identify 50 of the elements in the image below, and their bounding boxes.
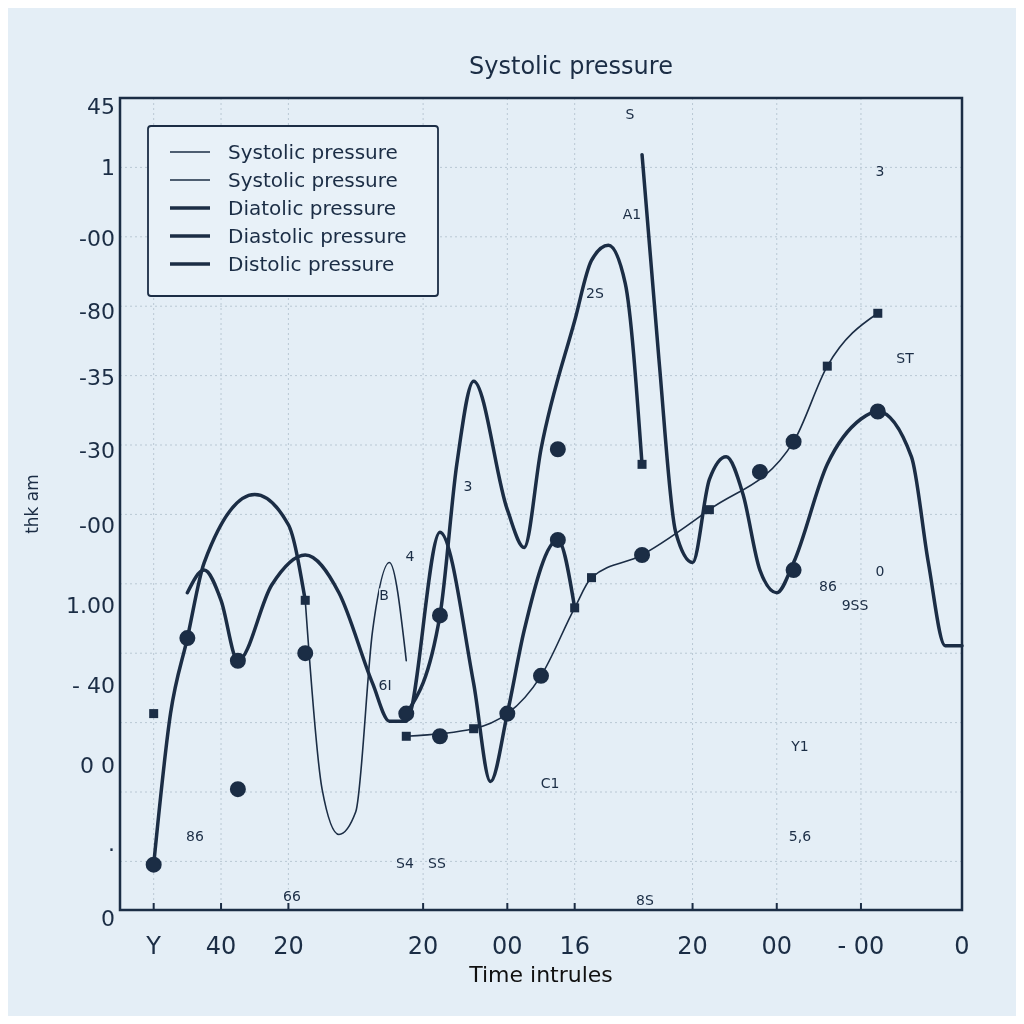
text: 0: [101, 905, 115, 931]
x-tick-label: 20: [677, 932, 708, 960]
annotation: 3: [463, 477, 473, 494]
text: .: [108, 830, 115, 856]
annotation: ST: [896, 349, 915, 366]
annotation: S4: [396, 854, 414, 871]
text: -30: [79, 437, 115, 463]
annotation: Y1: [790, 737, 809, 754]
x-tick-label: 40: [205, 932, 237, 960]
annotation: 8S: [636, 891, 655, 908]
x-tick-label: 00: [761, 932, 793, 960]
y-axis-title: thk am: [22, 474, 42, 534]
x-axis-title: Time intrules: [468, 962, 613, 987]
annotation: 86: [186, 827, 204, 844]
x-tick-label: 20: [407, 932, 439, 960]
text: -00: [79, 225, 115, 251]
text: 1: [101, 154, 115, 180]
x-tick-label: 0: [954, 932, 970, 960]
chart-title: Systolic pressure: [469, 52, 673, 80]
legend-label: Distolic pressure: [228, 252, 395, 276]
annotation: 4: [405, 547, 415, 564]
legend-label: Systolic pressure: [228, 168, 398, 192]
text: 45: [87, 93, 115, 119]
annotation: C1: [540, 774, 560, 791]
x-tick-label: 20: [273, 932, 304, 960]
legend-label: Diastolic pressure: [228, 224, 407, 248]
x-tick-label: 00: [492, 932, 523, 960]
text: - 40: [72, 672, 115, 698]
text: -00: [79, 512, 115, 538]
annotation: SS: [428, 854, 446, 871]
text: 1.00: [66, 592, 115, 618]
text: 0 0: [80, 752, 115, 778]
text: S: [625, 105, 635, 122]
annotation: 0: [875, 562, 885, 579]
x-tick-label: - 00: [837, 932, 885, 960]
annotation: 2S: [586, 284, 605, 301]
annotation: 66: [283, 887, 301, 904]
annotation: 9SS: [841, 596, 869, 613]
x-tick-label: 16: [559, 932, 590, 960]
annotation: 86: [819, 577, 837, 594]
x-tick-label: Y: [145, 932, 162, 960]
text: -35: [79, 364, 115, 390]
legend-label: Diatolic pressure: [228, 196, 397, 220]
annotation: 3: [875, 162, 885, 179]
annotation: A1: [622, 205, 642, 222]
annotation: 5,6: [788, 827, 812, 844]
annotation: B: [379, 586, 389, 603]
text: -80: [79, 298, 115, 324]
legend-label: Systolic pressure: [228, 140, 398, 164]
annotation: 6I: [378, 676, 392, 693]
